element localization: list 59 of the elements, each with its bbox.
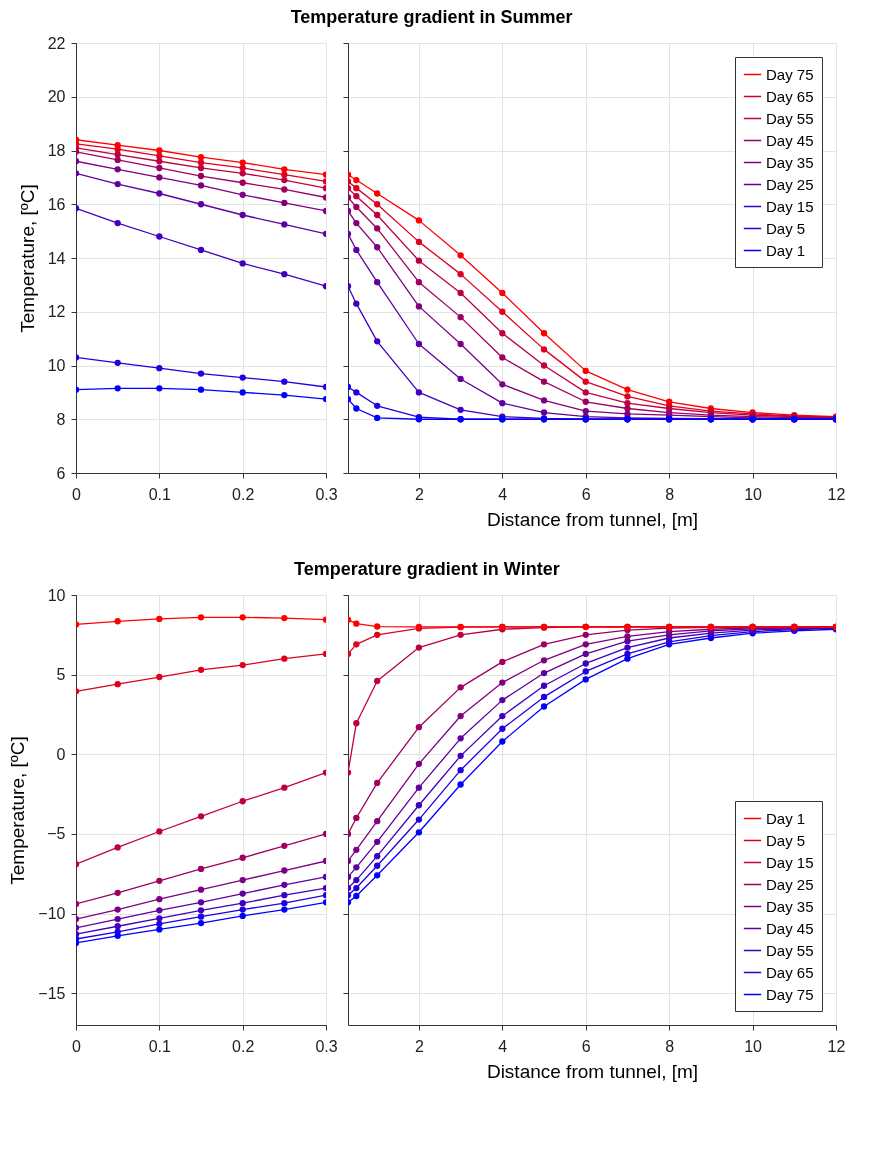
- y-tick-label: 20: [47, 88, 66, 106]
- chart-title: Temperature gradient in Winter: [294, 558, 560, 579]
- y-tick-label: −10: [38, 905, 66, 923]
- y-tick-label: 18: [47, 142, 66, 159]
- y-tick-label: 12: [47, 303, 66, 321]
- legend-label: Day 65: [766, 87, 814, 105]
- x-tick-label: 8: [665, 485, 675, 503]
- x-tick-label: 10: [744, 1037, 763, 1055]
- y-tick-label: 5: [56, 666, 66, 684]
- legend-label: Day 1: [766, 241, 806, 259]
- y-axis-title: Temperature, [ºC]: [16, 184, 38, 333]
- legend-label: Day 75: [766, 65, 814, 83]
- legend-label: Day 5: [766, 831, 806, 849]
- y-tick-label: 10: [47, 586, 66, 604]
- legend-label: Day 45: [766, 919, 814, 937]
- y-tick-label: 22: [47, 34, 66, 52]
- y-tick-label: 8: [56, 410, 66, 428]
- legend-label: Day 55: [766, 109, 814, 127]
- legend-label: Day 75: [766, 985, 814, 1003]
- x-tick-label: 12: [827, 1037, 846, 1055]
- y-tick-label: 6: [56, 464, 66, 482]
- legend-label: Day 5: [766, 219, 806, 237]
- x-tick-label: 0.2: [232, 1037, 255, 1055]
- x-tick-label: 0: [72, 1037, 82, 1055]
- x-tick-label: 0.3: [315, 1037, 338, 1055]
- x-tick-label: 0.1: [148, 485, 172, 503]
- x-tick-label: 4: [498, 1037, 508, 1055]
- x-tick-label: 0.3: [315, 485, 338, 503]
- y-tick-label: −15: [38, 984, 66, 1002]
- legend-label: Day 35: [766, 153, 814, 171]
- y-axis-title: Temperature, [ºC]: [7, 736, 29, 885]
- legend-label: Day 45: [766, 131, 814, 149]
- legend-label: Day 15: [766, 853, 814, 871]
- y-tick-label: 14: [47, 249, 66, 267]
- legend-label: Day 35: [766, 897, 814, 915]
- legend-label: Day 25: [766, 175, 814, 193]
- x-tick-label: 0: [72, 485, 82, 503]
- x-tick-label: 8: [665, 1037, 675, 1055]
- x-tick-label: 6: [581, 1037, 591, 1055]
- x-tick-label: 10: [744, 485, 763, 503]
- x-tick-label: 0.2: [232, 485, 255, 503]
- x-axis-title: Distance from tunnel, [m]: [486, 508, 699, 530]
- x-axis-title: Distance from tunnel, [m]: [486, 1060, 699, 1082]
- y-tick-label: −5: [47, 825, 66, 843]
- x-tick-label: 4: [498, 485, 508, 503]
- x-tick-label: 6: [581, 485, 591, 503]
- y-tick-label: 10: [47, 357, 66, 374]
- legend-label: Day 65: [766, 963, 814, 981]
- y-tick-label: 0: [56, 745, 66, 763]
- chart-title: Temperature gradient in Summer: [290, 6, 573, 27]
- x-tick-label: 0.1: [148, 1037, 172, 1055]
- legend-label: Day 55: [766, 941, 814, 959]
- legend-label: Day 15: [766, 197, 814, 215]
- legend-label: Day 25: [766, 875, 814, 893]
- x-tick-label: 2: [414, 485, 424, 503]
- y-tick-label: 16: [47, 195, 66, 213]
- legend-label: Day 1: [766, 809, 806, 827]
- x-tick-label: 2: [414, 1037, 424, 1055]
- x-tick-label: 12: [827, 485, 846, 503]
